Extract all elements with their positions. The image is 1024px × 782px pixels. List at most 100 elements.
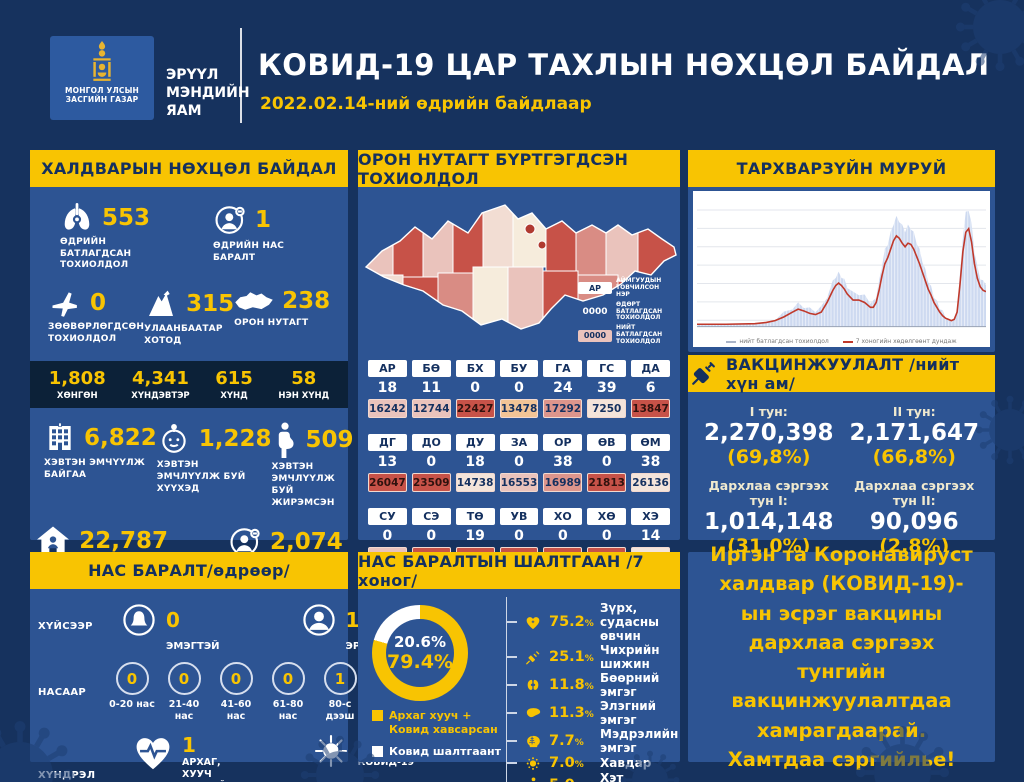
severity-moderate: 4,341 ХҮНДЭВТЭР: [131, 368, 189, 401]
diabetes-icon: [524, 650, 542, 665]
dose-label: II тун:: [892, 404, 936, 419]
heart-icon: [524, 615, 542, 630]
dose-percent: (31,0%): [727, 535, 811, 557]
vaccination-stats-grid: I тун: 2,270,398 (69,8%) II тун: 2,171,6…: [688, 392, 995, 557]
severity-label: ХҮНДЭВТЭР: [131, 391, 190, 402]
liver-icon: [524, 706, 542, 720]
aimag-code: БУ: [499, 360, 539, 377]
aimag-cell-БХ: БХ 0 22427: [455, 360, 495, 418]
curve-panel-title: ТАРХВАРЗҮЙН МУРУЙ: [688, 150, 995, 187]
cause-label: Элэгний эмгэг: [600, 699, 657, 727]
cause-label: Зүрх, судасны өвчин: [600, 601, 659, 643]
aimag-code: ХӨ: [587, 508, 627, 525]
severity-critical: 58 НЭН ХҮНД: [278, 368, 329, 401]
connector-line: [507, 684, 517, 686]
aimag-code: БӨ: [411, 360, 451, 377]
aimag-daily-count: 6: [645, 380, 656, 396]
cause-row: 25.1% Чихрийн шижин: [507, 643, 678, 671]
aimag-daily-count: 0: [426, 454, 437, 470]
dose-percent: (2,8%): [879, 535, 950, 557]
aimag-total-count: 13847: [631, 399, 670, 418]
mongolia-choropleth-map: АР АЙМГУУДЫН ТОВЧИЛСОН НЭР 0000 ӨДӨРТ БА…: [358, 187, 680, 350]
aimag-daily-count: 0: [601, 528, 612, 544]
stat-label: ӨДРИЙН БАТЛАГДСАН ТОХИОЛДОЛ: [60, 237, 132, 271]
dose-label: I тун:: [749, 404, 788, 419]
cause-percent: 5.0%: [549, 777, 593, 782]
baby-icon: [157, 422, 191, 456]
government-logo-caption: МОНГОЛ УЛСЫН ЗАСГИЙН ГАЗАР: [64, 86, 140, 105]
stat-label: ХЭВТЭН ЭМЧЛҮҮЛЖ БУЙ ЖИРЭМСЭН: [271, 462, 335, 508]
soyombo-icon: [87, 41, 117, 83]
monument-icon: [144, 288, 178, 320]
curve-legend-label: нийт батлагдсан тохиолдол: [739, 338, 829, 345]
lungs-icon: [60, 203, 94, 233]
stat-label: АРХАГ, ХУУЧ ӨВЧТЭЙ + КОВИД ХАВСАРСАН: [182, 756, 238, 782]
dose-value: 2,270,398: [704, 420, 834, 446]
government-logo: МОНГОЛ УЛСЫН ЗАСГИЙН ГАЗАР: [50, 36, 154, 120]
booster-1-stat: Дархлаа сэргээх тун I: 1,014,148 (31,0%): [696, 478, 842, 557]
aimag-cell-БУ: БУ 0 13478: [499, 360, 539, 418]
stat-value: 1: [255, 207, 272, 233]
aimag-cell-БӨ: БӨ 11 12744: [411, 360, 451, 418]
aimag-code: ЗА: [499, 434, 539, 451]
aimag-code: ХО: [543, 508, 583, 525]
aimag-code: СУ: [368, 508, 407, 525]
cause-row: 7.0% Хавдар: [507, 755, 678, 771]
vaccination-title-text: ВАКЦИНЖУУЛАЛТ /нийт хүн ам/: [726, 354, 960, 393]
brain-icon: [524, 734, 542, 749]
cause-row: 75.2% Зүрх, судасны өвчин: [507, 601, 678, 643]
dose-label: Дархлаа сэргээх тун I:: [708, 478, 829, 508]
aimag-daily-count: 0: [426, 528, 437, 544]
cause-row: 11.3% Элэгний эмгэг: [507, 699, 678, 727]
legend-total-label: НИЙТ БАТЛАГДСАН ТОХИОЛДОЛ: [616, 324, 663, 346]
death-causes-panel: НАС БАРАЛТЫН ШАЛТГААН /7 хоног/ 20.6% 79…: [358, 552, 680, 782]
donut-legend-label: Архаг хууч + Ковид хавсарсан: [389, 709, 498, 736]
aimag-daily-count: 0: [514, 454, 524, 470]
mongolia-map-svg: [358, 187, 680, 347]
pregnant-icon: [272, 422, 298, 459]
aimag-code: ДГ: [368, 434, 407, 451]
epidemic-curve-chart: нийт батлагдсан тохиолдол 7 хоногийн хөд…: [693, 191, 990, 347]
stat-value: 0: [166, 608, 180, 632]
aimag-total-count: 22427: [455, 399, 495, 418]
age-group-stat: 1 80-с дээш: [314, 662, 366, 723]
deaths-by-gender-row: ХҮЙСЭЭР 0 ЭМЭГТЭЙ 1 ЭРЭГТЭЙ: [30, 589, 396, 652]
donut-center: 20.6% 79.4%: [386, 619, 454, 687]
severity-label: НЭН ХҮНД: [278, 391, 330, 402]
aimag-daily-count: 19: [465, 528, 485, 544]
stat-value: 1,228: [198, 426, 272, 453]
severity-severe: 615 ХҮНД: [215, 368, 253, 401]
aimag-total-count: 26047: [368, 473, 407, 492]
row-label-complication: ХҮНДРЭЛ: [38, 770, 96, 782]
curve-legend: нийт батлагдсан тохиолдол 7 хоногийн хөд…: [693, 338, 990, 345]
stat-value: 238: [282, 288, 331, 315]
legend-code-chip: АР: [578, 282, 612, 295]
aimag-cell-ДУ: ДУ 18 14738: [455, 434, 495, 492]
aimag-cell-ГА: ГА 24 17292: [543, 360, 583, 418]
hospitalized-stat: 6,822 ХЭВТЭН ЭМЧҮҮЛЖ БАЙГАА: [44, 422, 157, 509]
female-deaths-stat: 0 ЭМЭГТЭЙ: [120, 601, 220, 652]
aimag-cell-ДА: ДА 6 13847: [631, 360, 670, 418]
kidney-icon: [524, 678, 542, 693]
aimag-daily-count: 18: [465, 454, 485, 470]
message-cta: Хамтдаа сэргийлье!: [727, 747, 956, 771]
aimag-daily-count: 24: [553, 380, 573, 396]
aimag-cell-ӨМ: ӨМ 38 26136: [631, 434, 670, 492]
stat-label: УЛААНБААТАР ХОТОД: [144, 324, 223, 346]
cause-label: Чихрийн шижин: [600, 643, 660, 671]
row-label-age: НАСААР: [38, 686, 87, 698]
stat-value: 22,787: [79, 528, 168, 555]
legend-swatch-white: [372, 745, 383, 757]
aimag-code: СЭ: [411, 508, 451, 525]
daily-deaths-panel: НАС БАРАЛТ/өдрөөр/ ХҮЙСЭЭР 0 ЭМЭГТЭЙ 1 Э…: [30, 552, 414, 782]
hospital-icon: [44, 422, 76, 454]
donut-legend-comorbidity: Архаг хууч + Ковид хавсарсан: [372, 709, 506, 737]
aimag-code: ХЭ: [631, 508, 670, 525]
deaths-panel-title: НАС БАРАЛТ/өдрөөр/: [30, 552, 348, 589]
regional-cases-panel: ОРОН НУТАГТ БҮРТГЭГДСЭН ТОХИОЛДОЛ АР АЙМ…: [358, 150, 680, 566]
aimag-total-count: 16553: [499, 473, 539, 492]
causes-body: 20.6% 79.4% Архаг хууч + Ковид хавсарсан…: [358, 589, 680, 782]
aimag-daily-count: 0: [514, 528, 524, 544]
virus-icon: [313, 733, 349, 769]
aimag-code: ДА: [631, 360, 670, 377]
